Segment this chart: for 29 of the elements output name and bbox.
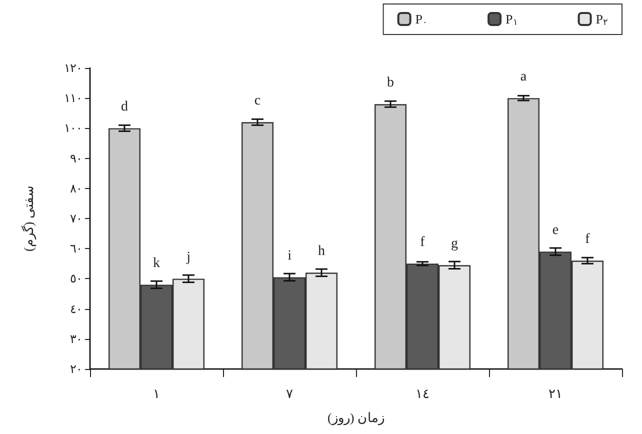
y-tick-label: ٥٠	[70, 272, 82, 286]
data-label: k	[153, 256, 160, 272]
y-tick-label: ١٢٠	[64, 61, 82, 75]
y-axis-title: سفتی (گرم)	[21, 186, 37, 252]
y-tick-label: ٣٠	[70, 332, 82, 346]
data-label: h	[318, 244, 325, 260]
x-tick-label: ١	[153, 386, 160, 401]
data-label: i	[288, 248, 292, 264]
data-label: d	[121, 100, 128, 115]
x-tick-label: ٢١	[548, 386, 562, 401]
y-tick-label: ٧٠	[70, 212, 82, 226]
data-label: j	[186, 250, 190, 266]
y-tick-label: ٩٠	[70, 151, 82, 166]
x-tick-label: ٧	[286, 386, 293, 401]
data-label: g	[451, 236, 458, 252]
y-tick-label: ٤٠	[70, 302, 82, 316]
y-tick-label: ١٠٠	[64, 121, 82, 136]
y-tick-label: ٢٠	[70, 362, 82, 376]
x-axis-title: زمان (روز)	[328, 410, 384, 426]
data-label: b	[387, 76, 394, 91]
data-label: c	[254, 94, 261, 109]
data-label: f	[420, 235, 426, 250]
y-tick-label: ١١٠	[64, 91, 82, 106]
data-label: e	[552, 223, 559, 238]
data-label: f	[585, 232, 590, 248]
data-label: a	[520, 70, 528, 85]
y-tick-label: ٦٠	[70, 242, 82, 256]
y-tick-label: ٨٠	[70, 181, 82, 196]
x-tick-label: ١٤	[416, 386, 430, 401]
